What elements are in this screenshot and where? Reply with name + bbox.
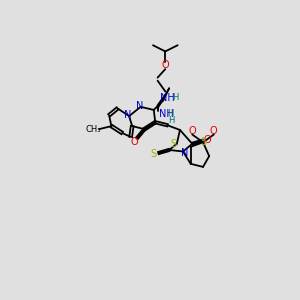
Text: S: S bbox=[170, 139, 176, 149]
Text: O: O bbox=[210, 127, 218, 136]
Text: NH: NH bbox=[159, 109, 174, 119]
Text: O: O bbox=[204, 135, 212, 145]
Text: NH: NH bbox=[160, 93, 175, 103]
Text: N: N bbox=[124, 110, 131, 119]
Text: S: S bbox=[151, 149, 157, 159]
Text: N: N bbox=[181, 148, 188, 158]
Text: S: S bbox=[200, 137, 206, 147]
Text: H: H bbox=[168, 116, 175, 125]
Text: O: O bbox=[131, 137, 138, 147]
Text: O: O bbox=[188, 127, 196, 136]
Text: H: H bbox=[172, 93, 178, 102]
Text: O: O bbox=[161, 60, 169, 70]
Text: N: N bbox=[136, 101, 144, 111]
Text: CH₃: CH₃ bbox=[85, 125, 101, 134]
Text: H: H bbox=[168, 109, 174, 118]
